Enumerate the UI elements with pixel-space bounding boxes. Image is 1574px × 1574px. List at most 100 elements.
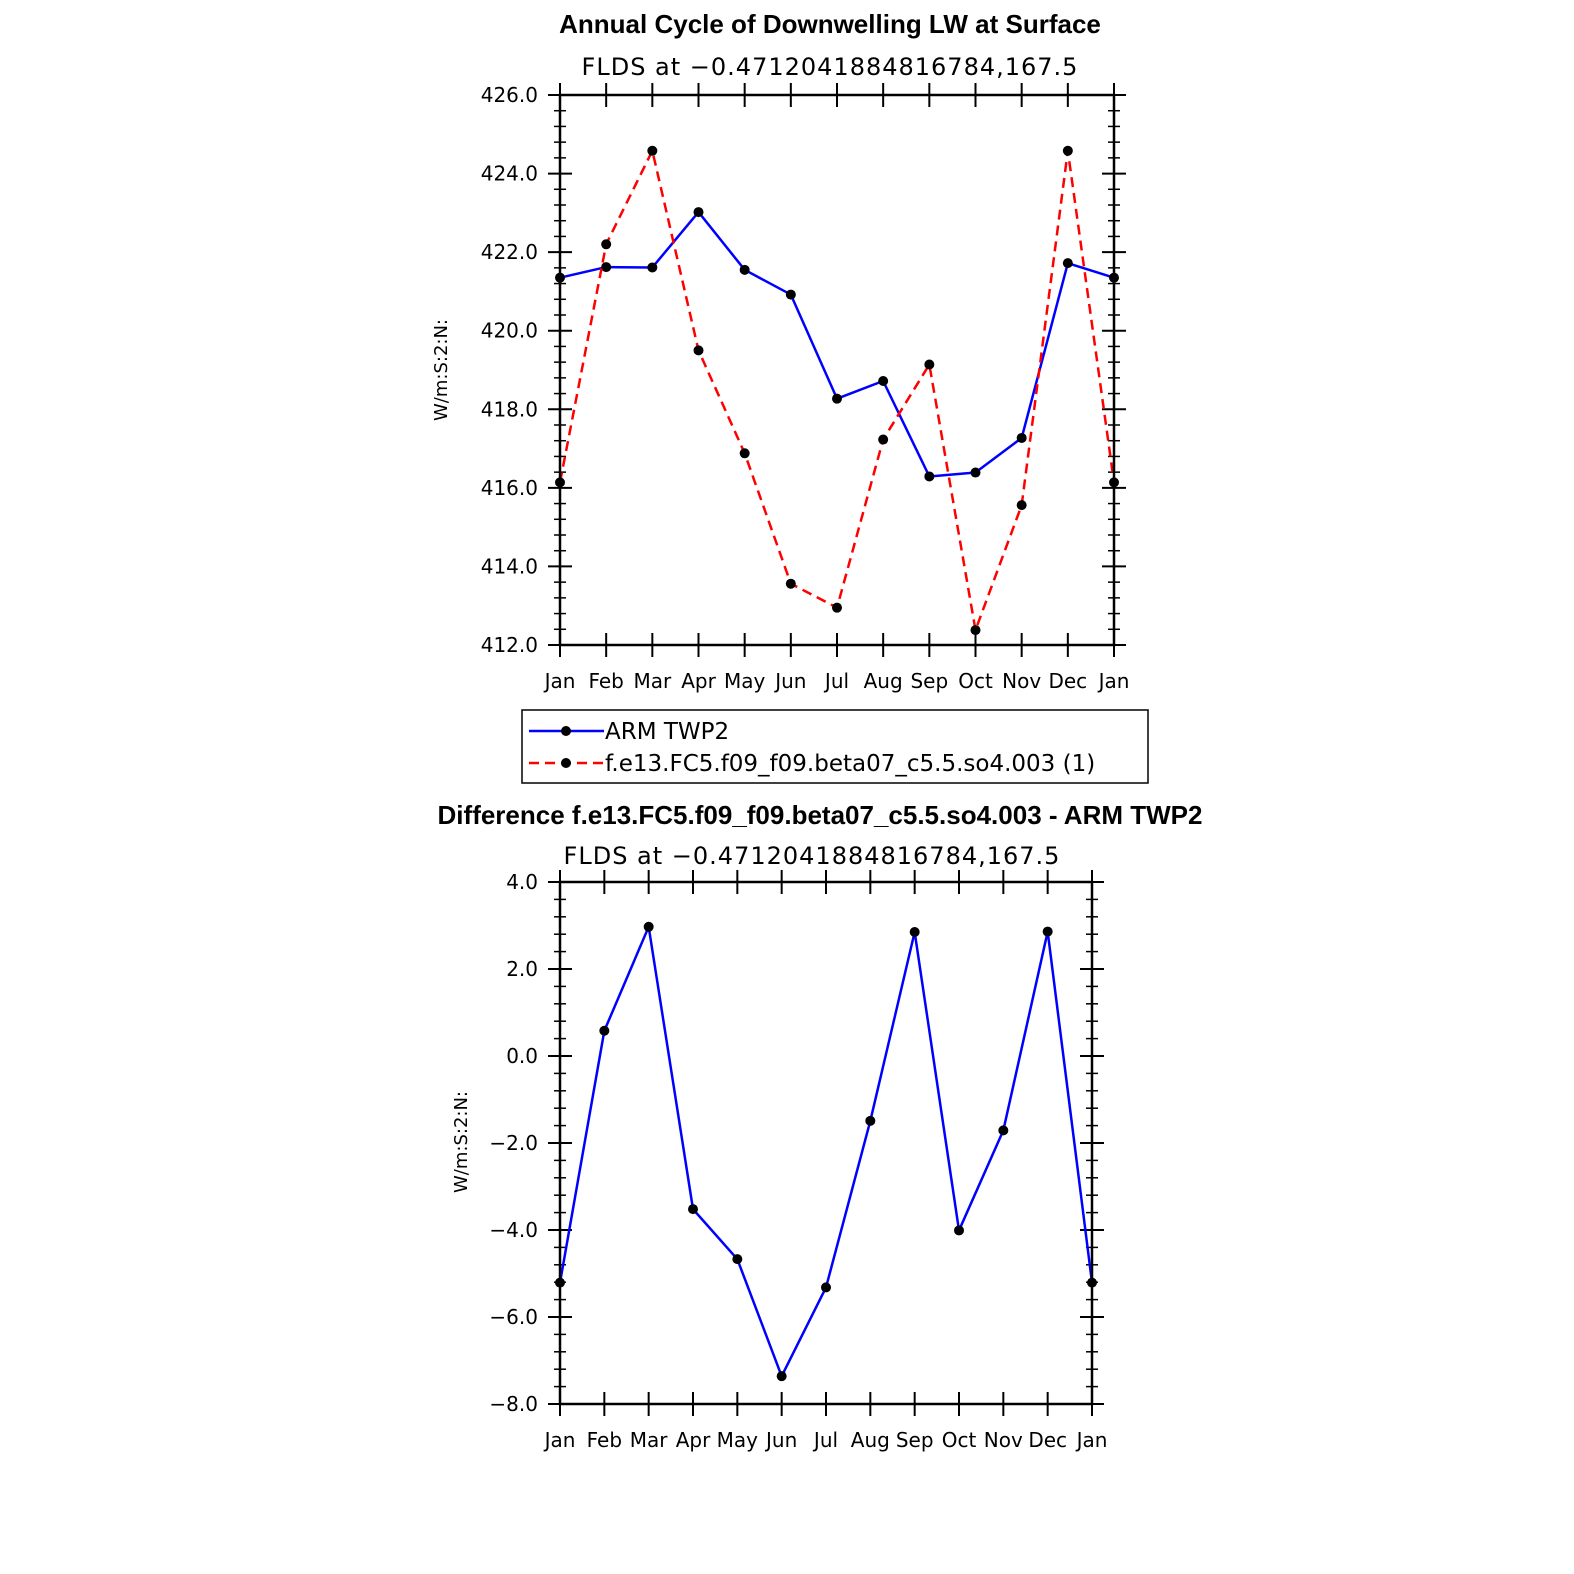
y-axis-label: W/m:S:2:N: [431, 319, 452, 421]
data-point [821, 1282, 831, 1293]
data-point [1062, 258, 1073, 269]
x-tick-label: Mar [630, 1428, 669, 1452]
data-point [832, 393, 842, 404]
series-line-0 [558, 925, 1094, 1378]
y-tick-label: −8.0 [489, 1392, 538, 1416]
x-tick-label: Nov [984, 1428, 1023, 1452]
x-tick-label: Aug [851, 1428, 890, 1452]
legend-label-arm: ARM TWP2 [605, 719, 729, 745]
data-point [924, 359, 935, 370]
data-point [739, 448, 750, 459]
data-point [647, 262, 658, 273]
x-tick-label: Jun [773, 669, 806, 693]
chart-subtitle: FLDS at −0.4712041884816784,167.5 [582, 53, 1079, 81]
data-point [1016, 432, 1027, 443]
x-tick-label: Aug [864, 669, 903, 693]
top-y-tick-labels: 412.0 414.0 416.0 418.0 420.0 422.0 424.0 426.0 [481, 83, 538, 657]
data-point [878, 376, 889, 386]
x-tick-label: Jul [823, 669, 849, 693]
y-tick-label: 426.0 [481, 83, 538, 107]
data-point [776, 1371, 787, 1382]
x-tick-label: Jun [764, 1428, 797, 1452]
x-tick-label: Nov [1002, 669, 1041, 693]
data-point [998, 1125, 1009, 1136]
data-point [865, 1115, 876, 1126]
x-tick-label: Feb [588, 669, 623, 693]
x-tick-label: May [717, 1428, 759, 1452]
x-tick-label: Jan [1075, 1428, 1108, 1452]
bottom-y-tick-labels: −8.0 −6.0 −4.0 −2.0 0.0 2.0 4.0 [489, 870, 538, 1416]
x-tick-label: Oct [942, 1428, 977, 1452]
data-point [693, 345, 704, 356]
x-tick-label: Apr [681, 669, 716, 693]
data-point [909, 927, 920, 938]
y-tick-label: 416.0 [481, 476, 538, 500]
data-point [785, 578, 796, 589]
chart-difference: Difference f.e13.FC5.f09_f09.beta07_c5.5… [438, 800, 1203, 1452]
x-tick-label: Jan [1097, 669, 1130, 693]
y-tick-label: 420.0 [481, 319, 538, 343]
top-x-tick-labels: Jan Feb Mar Apr May Jun Jul Aug Sep Oct Nov Dec Jan [543, 669, 1130, 693]
data-point [601, 262, 612, 273]
chart-subtitle: FLDS at −0.4712041884816784,167.5 [564, 842, 1061, 870]
x-tick-label: Oct [958, 669, 993, 693]
bottom-axes [548, 870, 1104, 1416]
legend-entry-model: f.e13.FC5.f09_f09.beta07_c5.5.so4.003 (1… [529, 751, 1095, 777]
x-tick-label: Sep [910, 669, 948, 693]
legend-marker-model [561, 758, 571, 768]
data-point [732, 1254, 743, 1265]
y-tick-label: 0.0 [506, 1044, 538, 1068]
data-point [647, 145, 658, 156]
data-point [1016, 500, 1027, 511]
data-point [970, 467, 981, 478]
data-point [601, 239, 612, 250]
y-axis-label: W/m:S:2:N: [451, 1091, 472, 1193]
x-tick-label: Jan [543, 669, 576, 693]
chart-title: Annual Cycle of Downwelling LW at Surfac… [559, 9, 1101, 39]
y-tick-label: 418.0 [481, 397, 538, 421]
plot-frame [558, 93, 1116, 647]
bottom-series-layer [555, 921, 1097, 1382]
data-point [954, 1225, 964, 1236]
data-point [785, 289, 796, 300]
legend-box [521, 709, 1149, 784]
x-tick-label: Jul [812, 1428, 838, 1452]
y-tick-label: 414.0 [481, 554, 538, 578]
y-tick-label: 412.0 [481, 633, 538, 657]
data-point [643, 921, 654, 932]
y-tick-label: 2.0 [506, 957, 538, 981]
top-series-layer [555, 145, 1119, 636]
data-point [970, 625, 981, 636]
data-point [832, 602, 842, 613]
y-tick-label: 4.0 [506, 870, 538, 894]
y-tick-label: −2.0 [489, 1131, 538, 1155]
legend-entry-arm-twp2: ARM TWP2 [529, 719, 729, 745]
legend: ARM TWP2 f.e13.FC5.f09_f09.beta07_c5.5.s… [521, 709, 1149, 784]
data-point [1062, 145, 1073, 156]
x-tick-label: Apr [676, 1428, 711, 1452]
x-tick-label: Jan [543, 1428, 576, 1452]
x-tick-label: Feb [587, 1428, 622, 1452]
plot-frame [558, 880, 1094, 1406]
legend-label-model: f.e13.FC5.f09_f09.beta07_c5.5.so4.003 (1… [605, 751, 1095, 777]
y-tick-label: −6.0 [489, 1305, 538, 1329]
data-point [739, 264, 750, 275]
x-tick-label: Dec [1028, 1428, 1067, 1452]
data-point [599, 1025, 610, 1036]
x-tick-label: May [724, 669, 766, 693]
legend-marker-arm [561, 726, 571, 736]
chart-title: Difference f.e13.FC5.f09_f09.beta07_c5.5… [438, 800, 1203, 830]
data-point [693, 207, 704, 218]
data-point [924, 471, 935, 482]
y-tick-label: 422.0 [481, 240, 538, 264]
bottom-x-tick-labels: Jan Feb Mar Apr May Jun Jul Aug Sep Oct Nov Dec Jan [543, 1428, 1108, 1452]
data-point [1042, 926, 1053, 937]
series-line-1 [558, 149, 1116, 632]
data-point [688, 1204, 698, 1215]
y-tick-label: −4.0 [489, 1218, 538, 1242]
x-tick-label: Sep [896, 1428, 934, 1452]
chart-annual-cycle: Annual Cycle of Downwelling LW at Surfac… [431, 9, 1149, 784]
y-tick-label: 424.0 [481, 162, 538, 186]
data-point [878, 434, 889, 445]
